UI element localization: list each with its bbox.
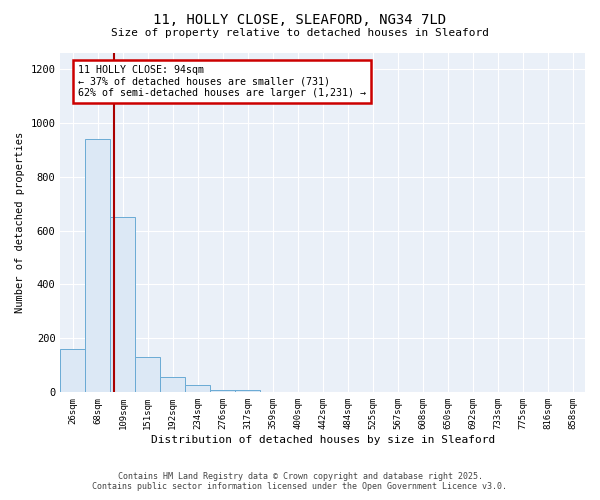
- Bar: [136, 358, 160, 392]
- Bar: [185, 385, 210, 392]
- Bar: [160, 378, 185, 392]
- Bar: [210, 390, 235, 392]
- Bar: [235, 390, 260, 392]
- Text: 11, HOLLY CLOSE, SLEAFORD, NG34 7LD: 11, HOLLY CLOSE, SLEAFORD, NG34 7LD: [154, 12, 446, 26]
- Text: Contains HM Land Registry data © Crown copyright and database right 2025.
Contai: Contains HM Land Registry data © Crown c…: [92, 472, 508, 491]
- Text: Size of property relative to detached houses in Sleaford: Size of property relative to detached ho…: [111, 28, 489, 38]
- Text: 11 HOLLY CLOSE: 94sqm
← 37% of detached houses are smaller (731)
62% of semi-det: 11 HOLLY CLOSE: 94sqm ← 37% of detached …: [79, 64, 367, 98]
- Bar: [110, 217, 136, 392]
- Bar: [61, 349, 85, 393]
- Bar: [85, 139, 110, 392]
- X-axis label: Distribution of detached houses by size in Sleaford: Distribution of detached houses by size …: [151, 435, 495, 445]
- Y-axis label: Number of detached properties: Number of detached properties: [15, 132, 25, 313]
